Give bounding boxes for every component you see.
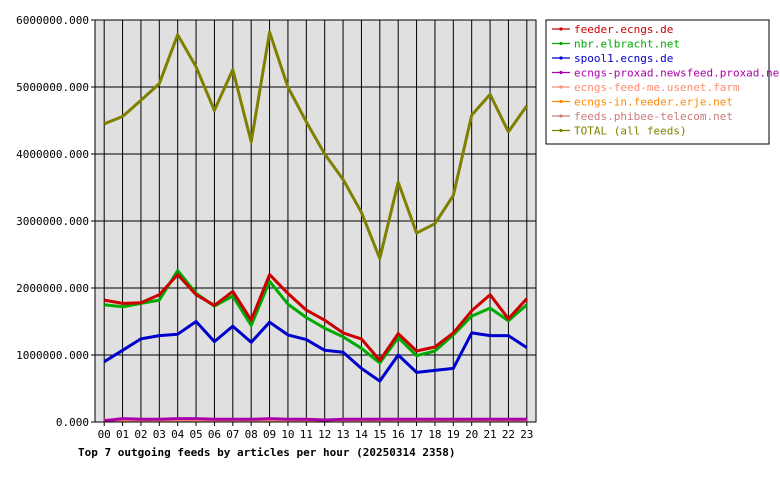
legend-marker xyxy=(559,70,563,75)
y-tick-label: 5000000.000 xyxy=(16,81,89,94)
legend-label: TOTAL (all feeds) xyxy=(574,125,687,138)
legend-label: ecngs-proxad.newsfeed.proxad.net xyxy=(574,67,780,80)
x-tick-label: 08 xyxy=(245,428,258,441)
legend-marker xyxy=(559,56,563,60)
x-tick-label: 16 xyxy=(392,428,405,441)
x-tick-label: 23 xyxy=(520,428,533,441)
series-line-ecngs-proxad-newsfeed-proxad-net xyxy=(104,417,527,423)
x-tick-label: 10 xyxy=(281,428,294,441)
series-line-spool1-ecngs-de xyxy=(103,320,528,383)
legend: feeder.ecngs.de nbr.elbracht.netspool1.ec… xyxy=(545,19,780,145)
series-line-total-all-feeds- xyxy=(103,30,529,260)
x-tick-label: 06 xyxy=(208,428,221,441)
x-tick-label: 19 xyxy=(447,428,460,441)
legend-label: feeds.phibee-telecom.net xyxy=(574,110,733,123)
x-tick-label: 14 xyxy=(355,428,369,441)
x-tick-label: 00 xyxy=(98,428,111,441)
legend-marker xyxy=(559,85,563,89)
x-tick-label: 01 xyxy=(116,428,129,441)
x-tick-label: 02 xyxy=(134,428,147,441)
legend-box xyxy=(545,19,770,145)
y-tick-label: 4000000.000 xyxy=(16,148,89,161)
legend-marker xyxy=(559,41,563,46)
chart-title: Top 7 outgoing feeds by articles per hou… xyxy=(78,446,456,459)
x-tick-label: 17 xyxy=(410,428,423,441)
legend-label: ecngs-feed-me.usenet.farm xyxy=(574,81,740,94)
y-tick-label: 2000000.000 xyxy=(16,282,89,295)
x-tick-label: 09 xyxy=(263,428,276,441)
y-tick-label: 6000000.000 xyxy=(16,14,89,27)
x-tick-label: 07 xyxy=(226,428,239,441)
x-tick-label: 21 xyxy=(483,428,496,441)
x-tick-label: 11 xyxy=(300,428,313,441)
y-tick-label: 0.000 xyxy=(56,416,89,429)
legend-label: feeder.ecngs.de xyxy=(574,23,673,36)
x-axis-ticks: 00 01 02 03 04 05 06 07 08 09 10 11 12 13 14 15 16 17 18 19… xyxy=(98,422,533,441)
legend-marker xyxy=(559,27,563,31)
x-tick-label: 22 xyxy=(502,428,515,441)
legend-label: spool1.ecngs.de xyxy=(574,52,673,65)
y-axis-ticks: 0.000 1000000.000 2000000.000 3000000.000 40… xyxy=(16,14,95,429)
y-tick-label: 3000000.000 xyxy=(16,215,89,228)
legend-label: ecngs-in.feeder.erje.net xyxy=(574,96,733,109)
x-tick-label: 12 xyxy=(318,428,331,441)
x-tick-label: 15 xyxy=(373,428,386,441)
legend-marker xyxy=(559,128,563,133)
series-line-feeder-ecngs-de xyxy=(103,273,528,362)
series-lines xyxy=(103,30,529,423)
x-tick-label: 03 xyxy=(153,428,166,441)
y-tick-label: 1000000.000 xyxy=(16,349,89,362)
legend-marker xyxy=(559,99,563,104)
x-tick-label: 20 xyxy=(465,428,478,441)
legend-marker xyxy=(559,114,563,118)
series-line-nbr-elbracht-net xyxy=(104,269,528,365)
legend-label: nbr.elbracht.net xyxy=(574,38,680,51)
x-tick-label: 18 xyxy=(428,428,441,441)
x-tick-label: 05 xyxy=(189,428,202,441)
x-tick-label: 13 xyxy=(336,428,349,441)
x-tick-label: 04 xyxy=(171,428,185,441)
